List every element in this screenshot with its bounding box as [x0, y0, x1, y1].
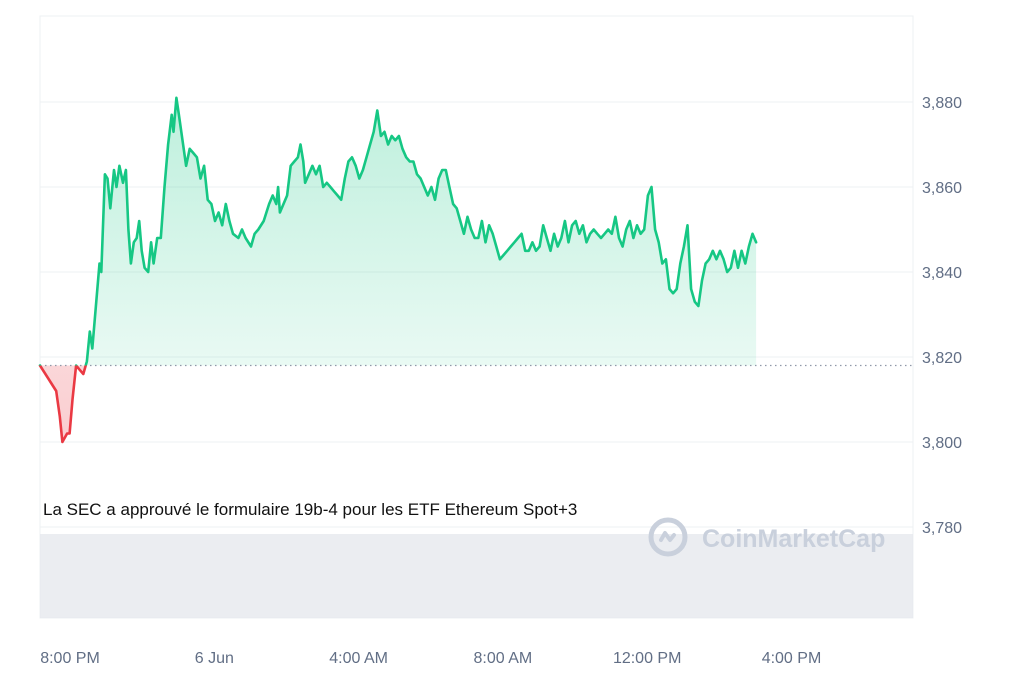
volume-area	[40, 534, 913, 618]
x-tick-label: 8:00 PM	[40, 650, 100, 667]
x-tick-label: 8:00 AM	[474, 650, 533, 667]
x-tick-label: 6 Jun	[195, 650, 234, 667]
y-tick-label: 3,840	[922, 265, 962, 282]
y-tick-label: 3,820	[922, 350, 962, 367]
price-line-up	[38, 96, 758, 366]
y-tick-label: 3,860	[922, 180, 962, 197]
x-tick-label: 4:00 PM	[762, 650, 822, 667]
y-axis-ticks: 3,880 3,860 3,840 3,820 3,800 3,780	[922, 95, 962, 537]
news-annotation[interactable]: La SEC a approuvé le formulaire 19b-4 po…	[43, 500, 577, 519]
y-tick-label: 3,880	[922, 95, 962, 112]
coinmarketcap-watermark: CoinMarketCap	[648, 517, 885, 557]
x-axis-ticks: 8:00 PM 6 Jun 4:00 AM 8:00 AM 12:00 PM 4:00 P…	[40, 650, 821, 667]
volume-bars	[40, 534, 913, 618]
x-tick-label: 4:00 AM	[329, 650, 388, 667]
y-tick-label: 3,780	[922, 520, 962, 537]
watermark-text: CoinMarketCap	[702, 525, 885, 553]
area-above-reference	[40, 97, 757, 366]
y-tick-label: 3,800	[922, 435, 962, 452]
price-line	[38, 96, 758, 444]
price-area	[40, 97, 757, 442]
x-tick-label: 12:00 PM	[613, 650, 681, 667]
coinmarketcap-logo-icon	[648, 517, 688, 557]
